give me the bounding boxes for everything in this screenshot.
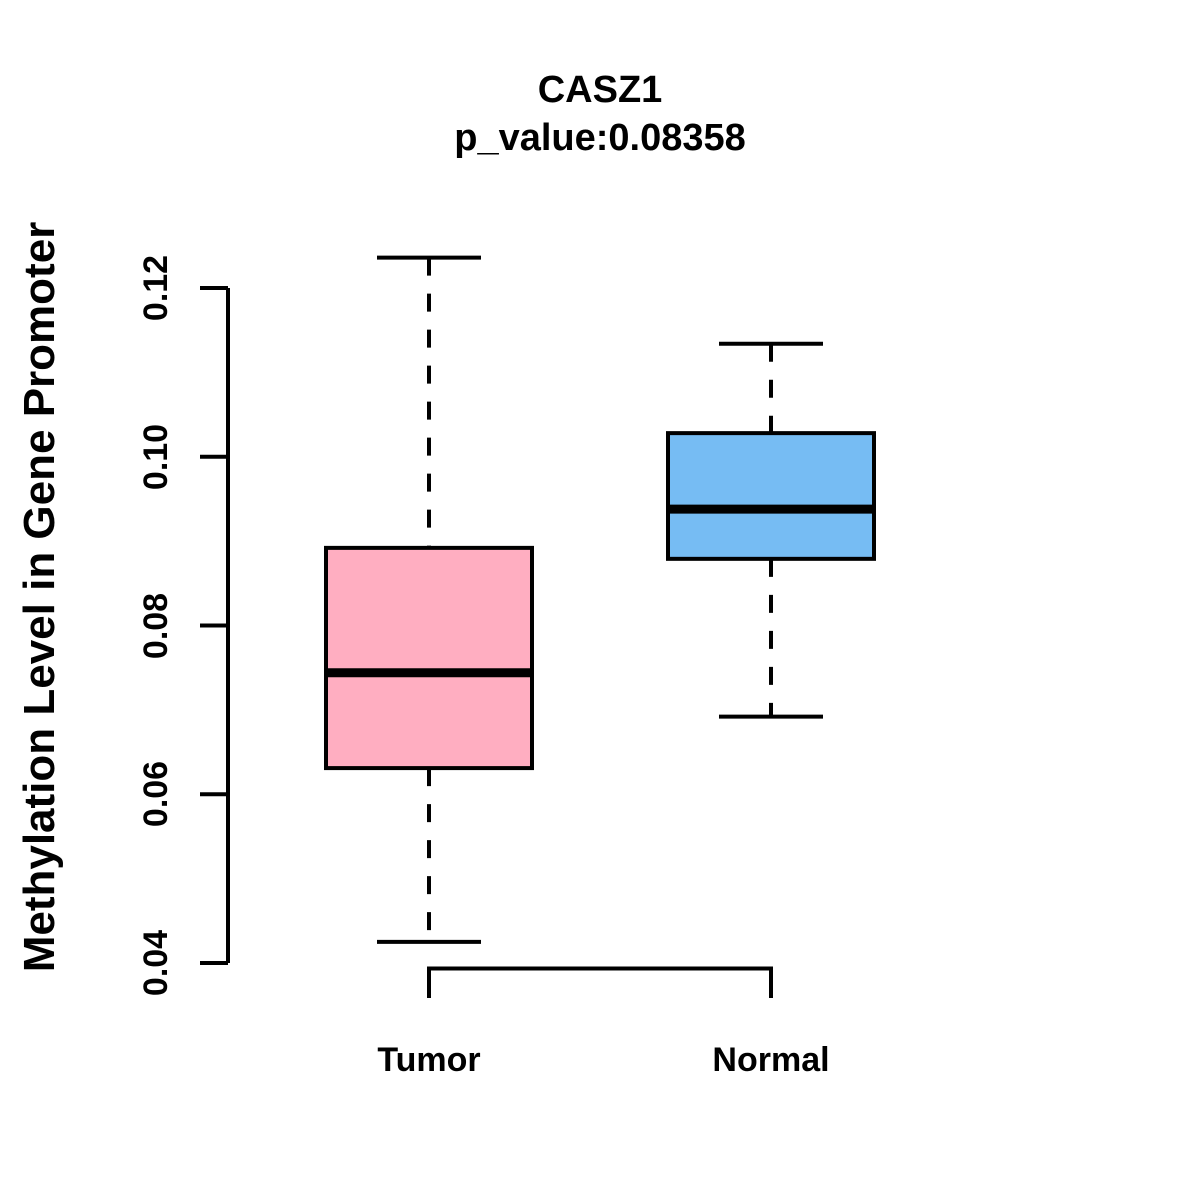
normal-box	[666, 431, 876, 561]
y-axis-title: Methylation Level in Gene Promoter	[15, 221, 64, 973]
y-tick-label: 0.08	[137, 592, 175, 659]
y-tick-label: 0.06	[137, 761, 175, 828]
chart-subtitle-pvalue: p_value:0.08358	[454, 117, 746, 159]
x-category-label: Normal	[712, 1041, 830, 1079]
y-tick-label: 0.04	[137, 929, 175, 997]
y-tick-label: 0.12	[137, 254, 175, 322]
chart-title: CASZ1	[537, 69, 663, 111]
x-axis-bracket	[427, 966, 773, 998]
y-tick-label: 0.10	[137, 423, 175, 490]
tumor-box	[324, 545, 534, 771]
x-category-label: Tumor	[377, 1041, 481, 1079]
